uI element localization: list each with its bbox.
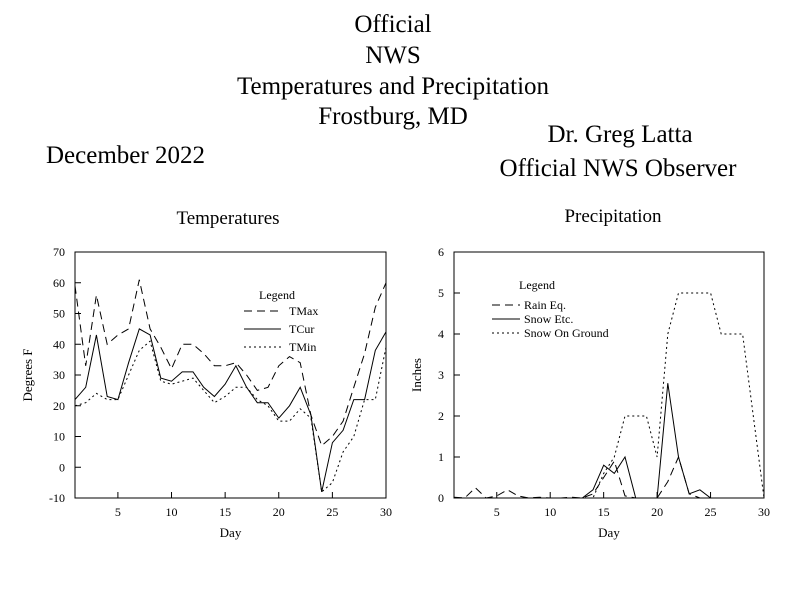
temp-legend-label-2: TCur — [289, 322, 314, 336]
precip-y-tick-label: 2 — [438, 409, 444, 423]
temp-series-line-3 — [74, 340, 387, 493]
precipitation-chart: Precipitation Day Inches 5 10 15 20 25 30 0 1 2 3 4 5 6… — [409, 206, 770, 540]
title-line-1: Official — [354, 11, 432, 38]
temp-y-tick-label: 50 — [53, 307, 65, 321]
temp-x-tick-label: 20 — [273, 505, 285, 519]
precip-legend-label-3: Snow On Ground — [524, 326, 609, 340]
temp-legend-title: Legend — [259, 288, 295, 302]
precip-y-tick-label: 1 — [438, 450, 444, 464]
temp-x-tick-label: 15 — [219, 505, 231, 519]
precip-legend-label-2: Snow Etc. — [524, 312, 573, 326]
temp-y-tick-label: 60 — [53, 276, 65, 290]
precip-x-tick-label: 30 — [758, 505, 770, 519]
observer-name: Dr. Greg Latta — [547, 121, 693, 148]
precip-y-tick-label: 4 — [438, 327, 444, 341]
temp-y-tick-label: 70 — [53, 245, 65, 259]
temp-x-tick-label: 25 — [326, 505, 338, 519]
temp-x-tick-label: 30 — [380, 505, 392, 519]
precip-series-line-3 — [454, 292, 765, 499]
temp-y-tick-label: 0 — [59, 460, 65, 474]
precip-plot-frame — [453, 251, 765, 499]
precip-y-tick-label: 6 — [438, 245, 444, 259]
precip-chart-title: Precipitation — [564, 206, 662, 227]
temperature-chart: Temperatures Day Degrees F 5 10 15 20 25 30 -10 0 1… — [20, 208, 392, 540]
temp-x-axis-label: Day — [220, 525, 242, 540]
title-line-4: Frostburg, MD — [318, 103, 468, 130]
title-line-3: Temperatures and Precipitation — [236, 73, 550, 100]
temp-y-axis-label: Degrees F — [20, 348, 35, 401]
precip-y-tick-label: 3 — [438, 368, 444, 382]
precip-x-tick-label: 20 — [651, 505, 663, 519]
temp-legend-label-3: TMin — [289, 340, 316, 354]
precip-series-line-2 — [454, 383, 764, 499]
precip-y-tick-label: 5 — [438, 286, 444, 300]
precip-series-line-1 — [453, 455, 764, 499]
precip-y-axis-label: Inches — [409, 358, 424, 392]
precip-x-tick-label: 15 — [598, 505, 610, 519]
temp-y-tick-label: 40 — [53, 337, 65, 351]
temp-y-tick-label: -10 — [49, 491, 65, 505]
period-label: December 2022 — [46, 142, 205, 169]
precip-x-axis-label: Day — [598, 525, 620, 540]
temp-y-tick-label: 30 — [53, 368, 65, 382]
temp-series-line-2 — [74, 328, 387, 493]
title-line-2: NWS — [365, 42, 421, 69]
precip-x-tick-label: 10 — [544, 505, 556, 519]
precip-x-tick-label: 5 — [494, 505, 500, 519]
temp-x-tick-label: 10 — [166, 505, 178, 519]
temp-chart-title: Temperatures — [176, 208, 279, 229]
temp-x-tick-label: 5 — [115, 505, 121, 519]
temp-legend-label-1: TMax — [289, 304, 318, 318]
temp-series-line-1 — [74, 279, 387, 447]
precip-y-tick-label: 0 — [438, 491, 444, 505]
temp-y-tick-label: 20 — [53, 399, 65, 413]
observer-role: Official NWS Observer — [499, 155, 737, 182]
precip-x-tick-label: 25 — [705, 505, 717, 519]
precip-legend-label-1: Rain Eq. — [524, 298, 566, 312]
temp-y-tick-label: 10 — [53, 430, 65, 444]
precip-legend-title: Legend — [519, 278, 555, 292]
